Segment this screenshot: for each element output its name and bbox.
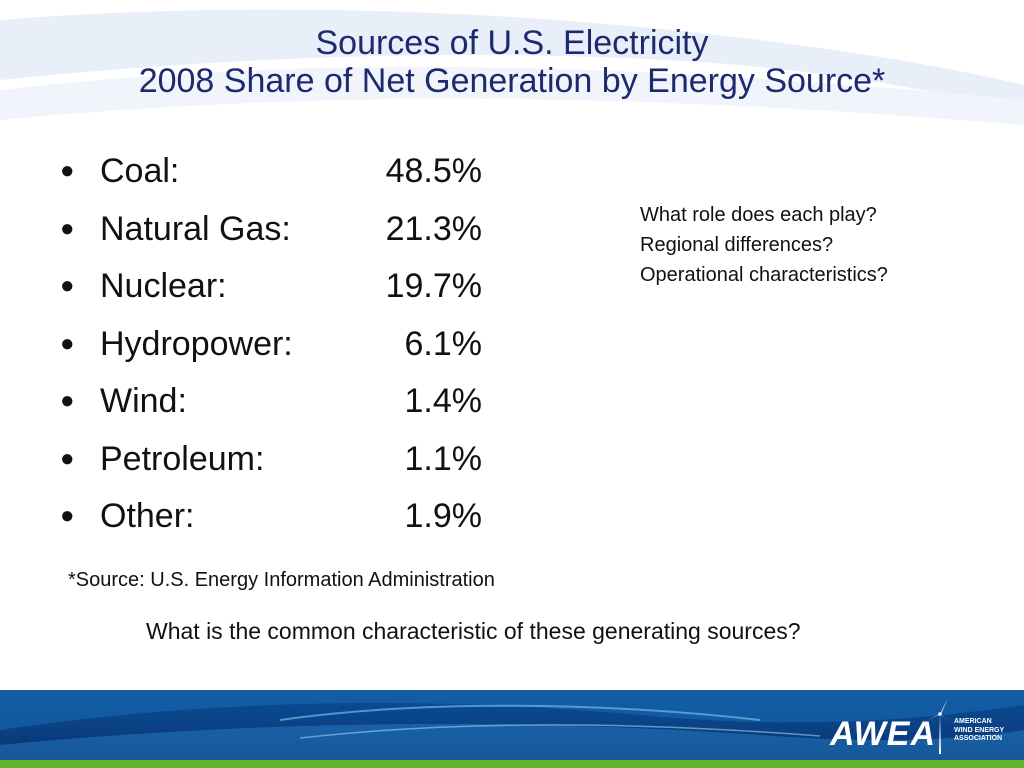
source-label: Nuclear: <box>100 267 227 305</box>
source-value: 1.9% <box>404 497 483 535</box>
source-value: 19.7% <box>385 267 482 305</box>
slide-title: Sources of U.S. Electricity 2008 Share o… <box>0 24 1024 100</box>
awea-logo: AWEA AMERICAN WIND ENERGY ASSOCIATION <box>826 696 1016 756</box>
list-item: ● Hydropower: 6.1% <box>60 319 500 377</box>
bullet-icon: ● <box>60 387 75 414</box>
list-item: ● Natural Gas: 21.3% <box>60 204 500 262</box>
logo-subtitle-line: AMERICAN <box>954 718 992 725</box>
logo-subtitle-line: ASSOCIATION <box>954 735 1003 742</box>
list-item: ● Nuclear: 19.7% <box>60 261 500 319</box>
source-label: Petroleum: <box>100 439 265 478</box>
footer-banner <box>0 690 1024 768</box>
source-value: 48.5% <box>385 152 482 190</box>
footer-green-stripe <box>0 760 1024 768</box>
bullet-icon: ● <box>60 214 75 242</box>
bullet-icon: ● <box>60 329 75 357</box>
source-label: Hydropower: <box>100 324 293 363</box>
discussion-questions: What role does each play? Regional diffe… <box>640 200 888 290</box>
bullet-icon: ● <box>60 272 75 299</box>
source-value: 1.1% <box>404 439 483 478</box>
title-line-1: Sources of U.S. Electricity <box>315 24 709 62</box>
source-label: Natural Gas: <box>100 209 291 248</box>
source-label: Wind: <box>100 382 187 420</box>
source-footnote: *Source: U.S. Energy Information Adminis… <box>68 569 495 591</box>
source-label: Other: <box>100 497 195 535</box>
energy-source-list: ● Coal: 48.5% ● Natural Gas: 21.3% ● Nuc… <box>60 146 500 549</box>
logo-subtitle: AMERICAN WIND ENERGY ASSOCIATION <box>954 718 1004 744</box>
source-label: Coal: <box>100 152 180 190</box>
bullet-icon: ● <box>60 157 75 184</box>
list-item: ● Coal: 48.5% <box>60 146 500 204</box>
list-item: ● Wind: 1.4% <box>60 376 500 434</box>
question-line: Operational characteristics? <box>640 264 888 286</box>
common-characteristic-question: What is the common characteristic of the… <box>146 618 801 644</box>
list-item: ● Petroleum: 1.1% <box>60 434 500 492</box>
source-value: 21.3% <box>385 209 482 248</box>
bullet-icon: ● <box>60 502 75 529</box>
source-value: 6.1% <box>404 324 483 363</box>
question-line: Regional differences? <box>640 234 834 256</box>
list-item: ● Other: 1.9% <box>60 491 500 549</box>
logo-subtitle-line: WIND ENERGY <box>954 726 1005 734</box>
wind-turbine-icon <box>928 698 950 754</box>
title-line-2: 2008 Share of Net Generation by Energy S… <box>138 62 886 100</box>
bullet-icon: ● <box>60 444 75 472</box>
question-line: What role does each play? <box>640 204 877 226</box>
logo-wordmark: AWEA <box>830 715 936 753</box>
source-value: 1.4% <box>404 382 483 420</box>
footer-wave-decoration <box>0 690 1024 760</box>
